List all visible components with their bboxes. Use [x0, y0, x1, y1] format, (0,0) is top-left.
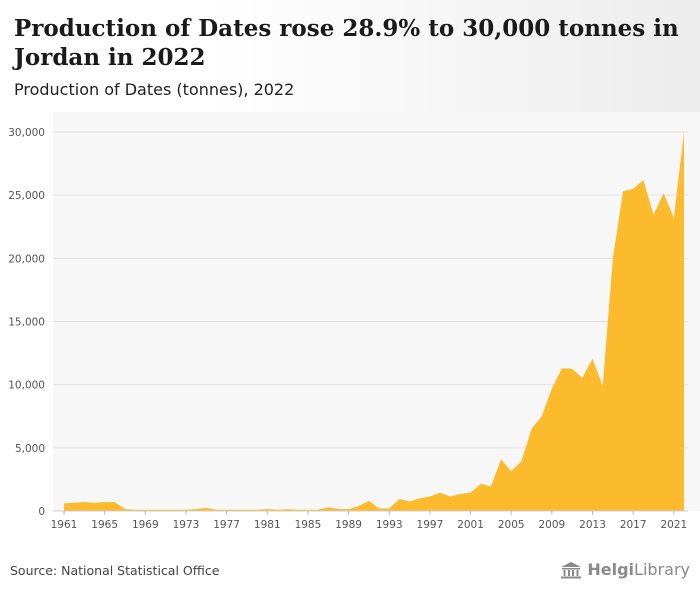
- area-series-path: [64, 132, 684, 511]
- brand-name-bold: Helgi: [587, 560, 635, 579]
- y-tick-label: 25,000: [8, 190, 45, 202]
- chart-header: Production of Dates rose 28.9% to 30,000…: [0, 0, 700, 112]
- brand-name-regular: Library: [634, 560, 690, 579]
- chart-subtitle: Production of Dates (tonnes), 2022: [14, 80, 295, 99]
- source-note: Source: National Statistical Office: [10, 563, 220, 578]
- x-tick-label: 1977: [213, 519, 240, 531]
- y-tick-label: 10,000: [8, 380, 45, 392]
- x-tick-label: 2009: [539, 519, 566, 531]
- x-tick-label: 2001: [457, 519, 484, 531]
- y-tick-label: 15,000: [8, 317, 45, 329]
- gridlines: [53, 131, 688, 449]
- x-tick-label: 1961: [51, 519, 78, 531]
- x-tick-label: 2005: [498, 519, 525, 531]
- y-tick-label: 5,000: [15, 443, 45, 455]
- chart-title: Production of Dates rose 28.9% to 30,000…: [14, 15, 679, 71]
- x-tick-label: 1993: [376, 519, 403, 531]
- y-tick-label: 20,000: [8, 253, 45, 265]
- x-axis: 1961 1965 1969 1973 1977 1981 1985 1989 1993 1997…: [51, 510, 688, 531]
- x-tick-label: 2017: [620, 519, 647, 531]
- x-tick-label: 2013: [579, 519, 606, 531]
- x-tick-label: 1969: [132, 519, 159, 531]
- x-tick-label: 1981: [254, 519, 281, 531]
- x-tick-label: 1989: [335, 519, 362, 531]
- x-tick-label: 1965: [91, 519, 118, 531]
- x-tick-label: 1985: [295, 519, 322, 531]
- brand-logo: HelgiLibrary: [560, 560, 690, 579]
- x-tick-label: 1973: [173, 519, 200, 531]
- brand-name: HelgiLibrary: [587, 560, 690, 579]
- library-building-icon: [561, 561, 582, 578]
- x-tick-label: 2021: [660, 519, 687, 531]
- area-chart: 0 5,000 10,000 15,000 20,000 25,000 30,000 196…: [8, 112, 700, 531]
- y-tick-label: 0: [38, 506, 45, 518]
- area-series: [64, 132, 684, 511]
- y-axis: 0 5,000 10,000 15,000 20,000 25,000 30,000: [8, 127, 45, 518]
- y-tick-label: 30,000: [8, 127, 45, 139]
- x-tick-label: 1997: [417, 519, 444, 531]
